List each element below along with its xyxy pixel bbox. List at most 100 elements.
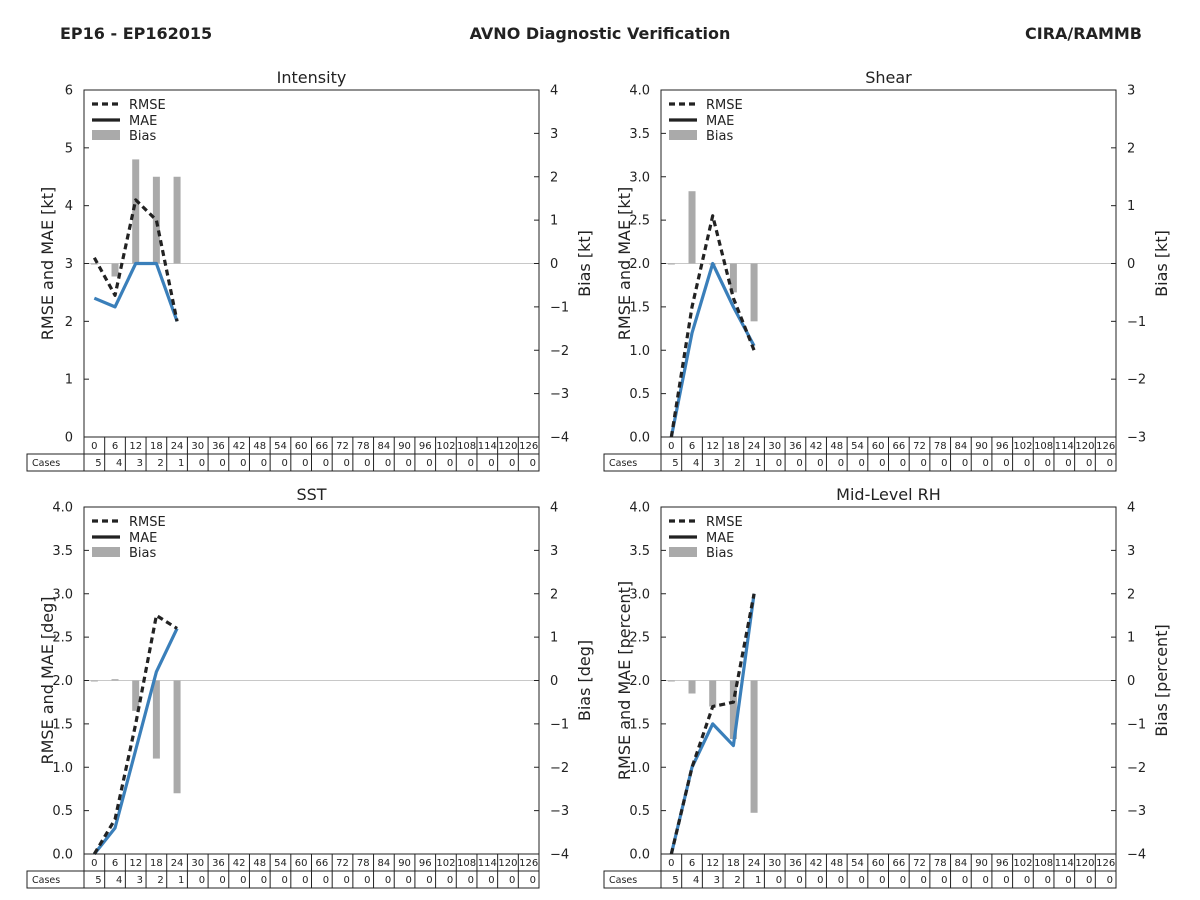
y-tick-label: 3 [65,257,73,272]
cases-value: 5 [672,875,678,886]
mae-series-line [93,261,179,322]
y-tick-label: 3.0 [629,587,650,602]
lead-time-label: 114 [1055,858,1074,869]
y-tick-label: 0.0 [629,431,650,446]
lead-time-label: 114 [478,441,497,452]
lead-time-label: 96 [996,858,1009,869]
y2-axis-label: Bias [percent] [1152,624,1171,736]
bias-bar [132,680,140,711]
mae-series-line [93,627,179,855]
cases-value: 0 [858,875,864,886]
legend-rmse-label: RMSE [706,98,743,113]
lead-time-label: 72 [336,441,349,452]
legend-bias-label: Bias [129,546,156,561]
cases-value: 0 [1024,875,1030,886]
legend-bias-swatch [669,547,697,557]
cases-value: 4 [116,458,122,469]
cases-value: 0 [281,458,287,469]
cases-value: 0 [879,458,885,469]
lead-time-label: 90 [398,441,411,452]
lead-time-label: 54 [274,441,287,452]
cases-value: 0 [838,875,844,886]
cases-value: 1 [755,458,761,469]
legend-mae-label: MAE [706,114,734,129]
lead-time-label: 60 [295,441,308,452]
legend-mae-label: MAE [129,531,157,546]
chart-panel-4: Mid-Level RH 0.0 0.5 1.0 1.5 2.0 2.5 3.0 3.5 4.0 −… [603,485,1171,889]
cases-label: Cases [609,458,637,469]
cases-value: 0 [447,458,453,469]
lead-time-label: 6 [689,441,695,452]
lead-time-label: 78 [934,858,947,869]
y2-tick-label: 2 [1127,141,1135,156]
legend-bias-swatch [92,547,120,557]
lead-time-label: 18 [727,858,740,869]
lead-time-label: 36 [789,858,802,869]
bias-bar [111,263,119,277]
lead-time-label: 120 [498,858,517,869]
cases-value: 0 [1045,458,1051,469]
cases-value: 0 [343,458,349,469]
y-tick-label: 4.0 [52,501,73,516]
cases-value: 0 [406,875,412,886]
cases-value: 0 [920,458,926,469]
y-tick-label: 2 [65,315,73,330]
lead-time-label: 96 [419,858,432,869]
y2-tick-label: 4 [550,501,558,516]
cases-value: 4 [693,458,699,469]
lead-time-label: 0 [91,441,97,452]
lead-time-label: 66 [315,858,328,869]
cases-value: 0 [219,875,225,886]
cases-value: 0 [900,875,906,886]
cases-value: 1 [178,875,184,886]
lead-time-label: 72 [913,858,926,869]
cases-value: 0 [426,458,432,469]
cases-value: 0 [364,458,370,469]
cases-value: 0 [488,458,494,469]
y2-tick-label: 0 [550,674,558,689]
cases-value: 0 [796,875,802,886]
lead-time-label: 30 [191,441,204,452]
y-tick-label: 1.5 [52,717,73,732]
cases-value: 0 [776,875,782,886]
rmse-series-line [669,593,756,855]
bias-bar [709,680,717,707]
y2-tick-label: 3 [550,544,558,559]
cases-value: 0 [796,458,802,469]
lead-time-label: 42 [810,858,823,869]
lead-time-label: 42 [233,858,246,869]
cases-row [26,870,540,889]
y2-tick-label: 3 [1127,544,1135,559]
cases-value: 0 [199,458,205,469]
cases-value: 0 [509,458,515,469]
y-tick-label: 0 [65,431,73,446]
lead-time-label: 120 [1075,441,1094,452]
lead-time-label: 126 [519,441,538,452]
lead-time-label: 72 [336,858,349,869]
y-tick-label: 0.5 [52,804,73,819]
y2-tick-label: −1 [550,300,569,315]
chart-panel-2: Shear0.00.51.01.52.02.53.03.54.0−3−2−101… [603,68,1171,472]
y2-tick-label: 2 [550,170,558,185]
bias-bar [152,680,160,759]
cases-value: 2 [157,875,163,886]
cases-value: 0 [261,458,267,469]
y-axis-label: RMSE and MAE [kt] [38,187,57,340]
cases-value: 0 [406,458,412,469]
y-tick-label: 3.5 [52,544,73,559]
mae-series-line [669,261,756,438]
cases-value: 0 [468,875,474,886]
y-tick-label: 2.5 [629,631,650,646]
bias-bar [152,176,160,264]
lead-time-label: 54 [851,441,864,452]
cases-value: 0 [530,458,536,469]
y-tick-label: 0.0 [52,848,73,863]
chart-title: Shear [865,68,912,87]
y2-tick-label: −3 [1127,804,1146,819]
cases-value: 2 [734,458,740,469]
bias-bar [132,159,140,264]
cases-value: 0 [323,875,329,886]
lead-time-label: 12 [706,441,719,452]
y2-tick-label: −3 [550,387,569,402]
cases-value: 3 [137,458,143,469]
